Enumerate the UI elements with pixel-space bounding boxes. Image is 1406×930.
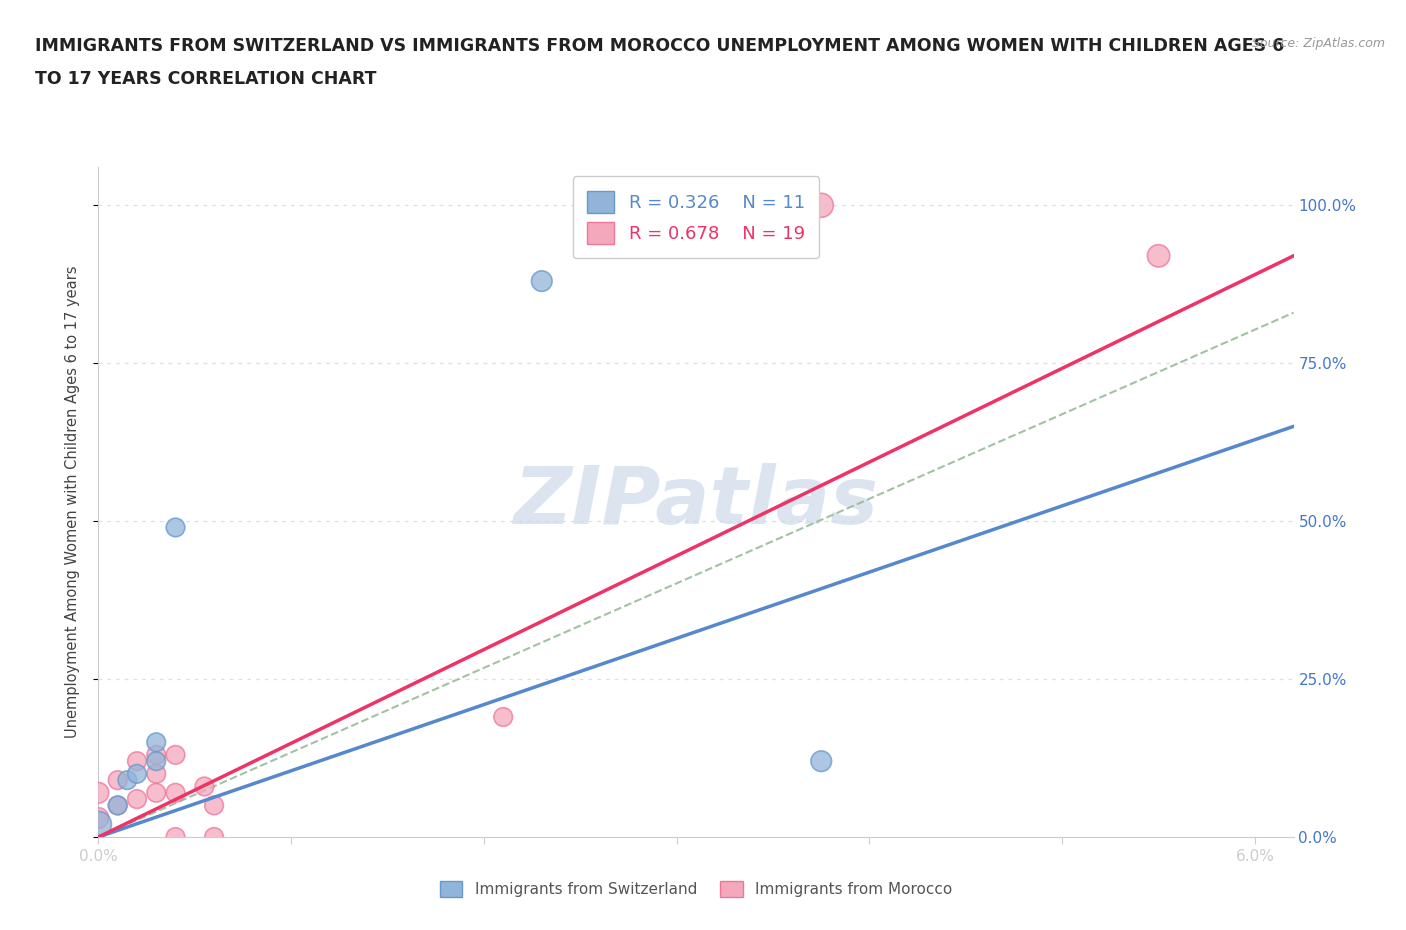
Point bbox=[145, 748, 167, 763]
Point bbox=[810, 753, 832, 768]
Point bbox=[193, 779, 215, 794]
Point bbox=[492, 710, 515, 724]
Point bbox=[87, 785, 110, 800]
Point bbox=[145, 785, 167, 800]
Point bbox=[125, 766, 148, 781]
Point bbox=[107, 773, 129, 788]
Legend: Immigrants from Switzerland, Immigrants from Morocco: Immigrants from Switzerland, Immigrants … bbox=[433, 875, 959, 903]
Point bbox=[165, 830, 187, 844]
Point bbox=[1147, 248, 1170, 263]
Point bbox=[107, 798, 129, 813]
Text: ZIPatlas: ZIPatlas bbox=[513, 463, 879, 541]
Point bbox=[145, 753, 167, 768]
Text: Source: ZipAtlas.com: Source: ZipAtlas.com bbox=[1251, 37, 1385, 50]
Point bbox=[125, 791, 148, 806]
Point bbox=[145, 766, 167, 781]
Point bbox=[117, 773, 139, 788]
Point bbox=[107, 798, 129, 813]
Point bbox=[165, 748, 187, 763]
Point bbox=[810, 198, 832, 213]
Point bbox=[87, 817, 110, 831]
Point bbox=[202, 830, 225, 844]
Point bbox=[87, 811, 110, 826]
Y-axis label: Unemployment Among Women with Children Ages 6 to 17 years: Unemployment Among Women with Children A… bbox=[65, 266, 80, 738]
Text: IMMIGRANTS FROM SWITZERLAND VS IMMIGRANTS FROM MOROCCO UNEMPLOYMENT AMONG WOMEN : IMMIGRANTS FROM SWITZERLAND VS IMMIGRANT… bbox=[35, 37, 1285, 55]
Point bbox=[165, 520, 187, 535]
Point bbox=[165, 785, 187, 800]
Point bbox=[125, 753, 148, 768]
Text: TO 17 YEARS CORRELATION CHART: TO 17 YEARS CORRELATION CHART bbox=[35, 70, 377, 87]
Point bbox=[202, 798, 225, 813]
Point bbox=[530, 273, 553, 288]
Point bbox=[145, 735, 167, 750]
